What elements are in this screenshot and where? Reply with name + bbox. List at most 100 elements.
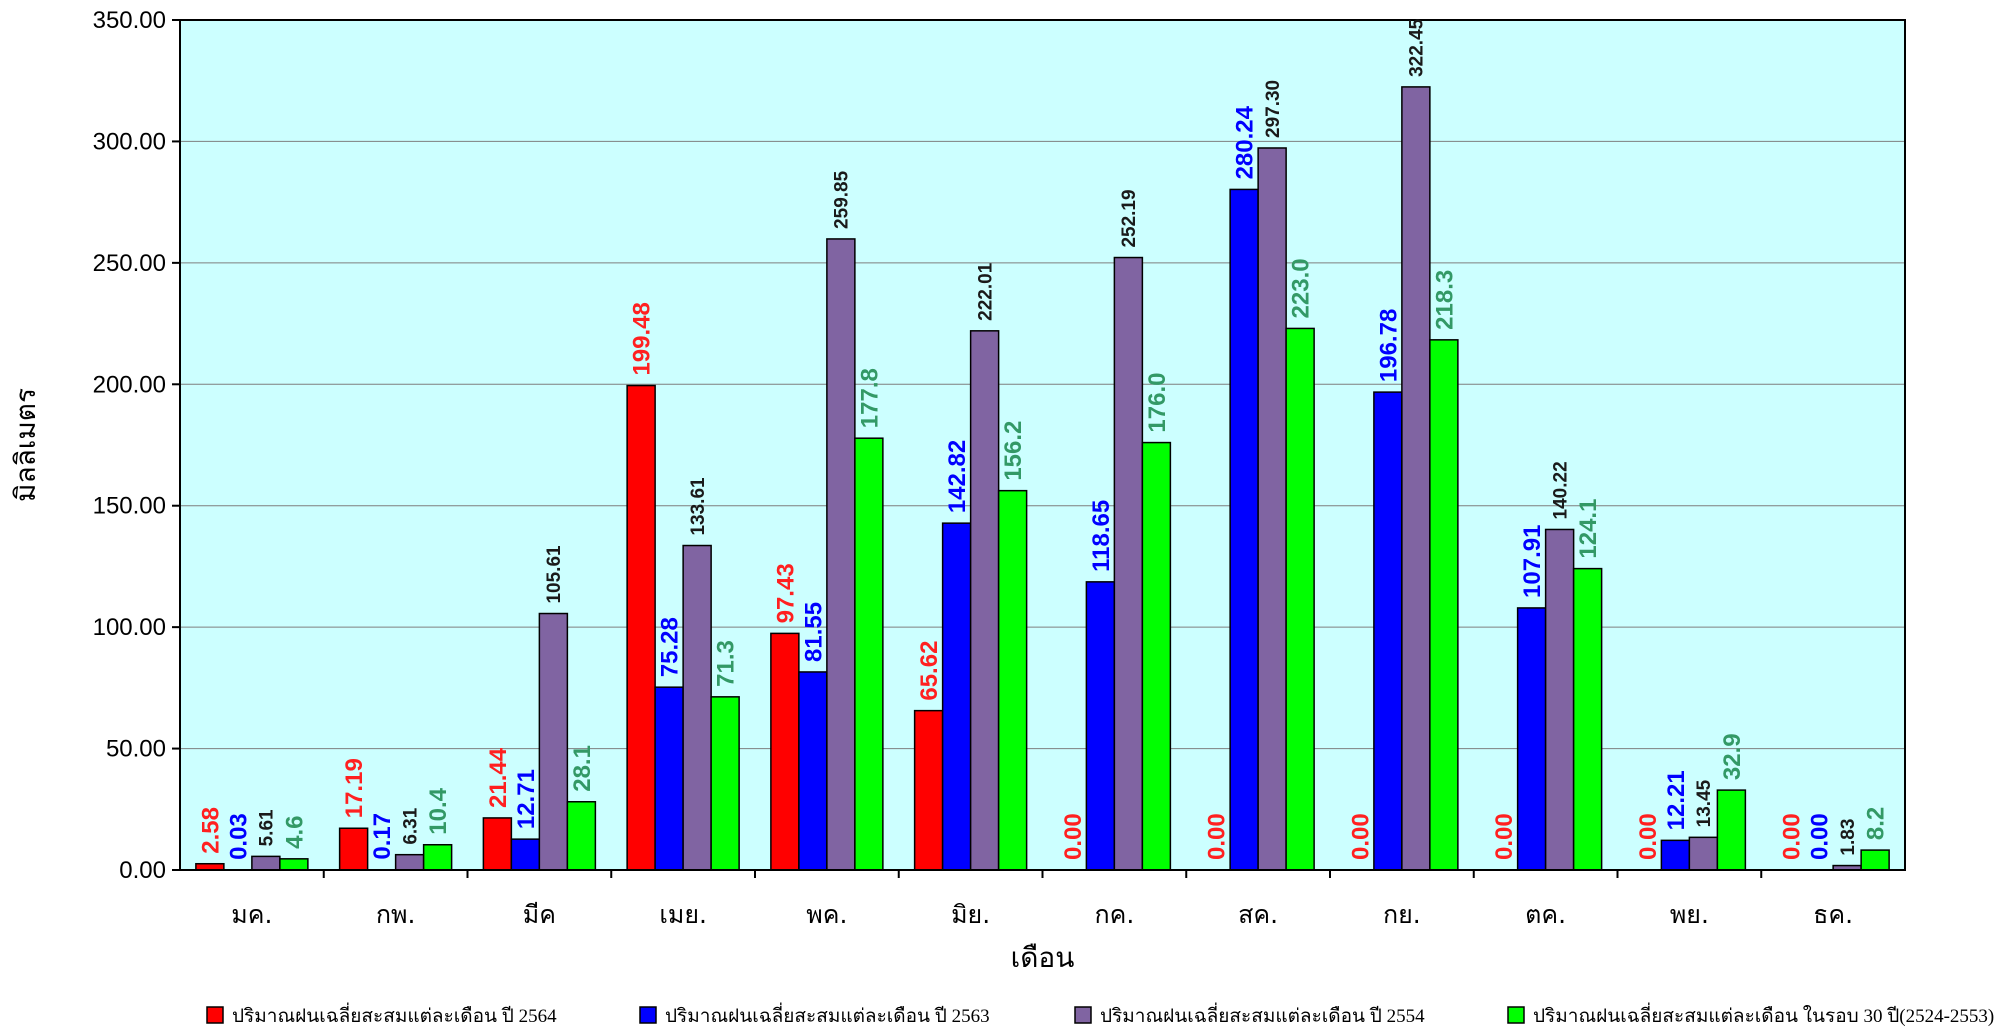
data-label: 71.3 [713,640,740,687]
bar [251,855,281,871]
bar [969,330,1000,871]
bar [482,817,513,871]
data-label: 0.00 [1635,813,1662,860]
data-label: 0.17 [369,813,396,860]
y-tick-label: 250.00 [93,250,166,277]
bar [626,384,656,871]
bar [682,544,712,871]
data-label: 105.61 [544,545,565,604]
bar [1660,839,1691,871]
data-label: 259.85 [832,170,853,229]
data-label: 4.6 [281,815,308,848]
x-category-label: กพ. [376,900,416,929]
bar [1141,441,1172,871]
data-label: 17.19 [341,758,368,818]
data-label: 142.82 [944,440,971,513]
data-label: 97.43 [772,563,799,623]
data-label: 10.4 [425,787,452,834]
data-label: 0.00 [1347,813,1374,860]
data-label: 65.62 [916,641,943,701]
bar [1429,339,1459,871]
data-label: 199.48 [629,302,656,375]
bar [826,238,856,871]
legend-swatch [206,1006,224,1024]
legend-swatch [1507,1006,1525,1024]
x-category-label: กย. [1383,900,1421,929]
bar [1085,581,1116,871]
bar [1285,327,1315,871]
data-label: 0.00 [1060,813,1087,860]
bar [997,489,1028,871]
y-tick-label: 200.00 [93,371,166,398]
x-category-label: เมย. [659,900,707,929]
x-category-label: มิย. [951,900,990,929]
y-tick-label: 350.00 [93,7,166,34]
bar [1516,607,1547,871]
x-category-label: ตค. [1525,900,1566,929]
bar [710,696,740,871]
bar [1373,391,1403,871]
data-label: 81.55 [800,602,827,662]
data-label: 5.61 [257,809,278,846]
data-label: 2.58 [197,807,224,854]
y-tick-label: 100.00 [93,614,166,641]
bar [1544,528,1575,871]
bar [1716,789,1747,871]
data-label: 297.30 [1263,80,1284,138]
legend-label: ปริมาณฝนเฉลี่ยสะสมแต่ละเดือน ปี 2564 [232,1002,557,1027]
data-label: 12.21 [1663,770,1690,830]
x-category-label: มีค [523,900,556,929]
bar [1257,147,1287,871]
legend-label: ปริมาณฝนเฉลี่ยสะสมแต่ละเดือน ปี 2563 [665,1002,990,1027]
y-axis-title: มิลลิเมตร [9,388,42,502]
legend-swatch [1074,1006,1092,1024]
y-axis-ticks: 0.00 50.00 100.00 150.00 200.00 250.00 300.00 3… [93,7,180,884]
data-label: 140.22 [1550,461,1571,519]
data-label: 223.0 [1288,258,1315,318]
data-label: 196.78 [1375,309,1402,382]
bar [422,843,453,871]
data-label: 107.91 [1519,525,1546,598]
x-axis-title: เดือน [1011,941,1075,974]
bar [941,522,972,871]
y-tick-label: 0.00 [119,857,166,884]
legend-swatch [639,1006,657,1024]
data-label: 32.9 [1719,733,1746,780]
plot-area [180,20,1905,870]
data-label: 0.03 [225,813,252,860]
x-category-label: ธค. [1813,900,1853,929]
x-category-label: มค. [231,900,272,929]
y-tick-label: 150.00 [93,493,166,520]
bar [510,838,541,871]
data-label: 0.00 [1491,813,1518,860]
data-label: 218.3 [1431,270,1458,330]
data-label: 28.1 [569,745,596,792]
bar [566,801,597,871]
data-labels: 2.58 0.03 5.61 4.617.190.17 6.31 10.421.44 12.… [197,18,1889,860]
data-label: 6.31 [400,807,421,844]
legend-label: ปริมาณฝนเฉลี่ยสะสมแต่ละเดือน ในรอบ 30 ปี… [1533,1002,1994,1027]
bar [854,437,884,871]
bar [1113,256,1144,871]
x-category-label: พย. [1670,900,1709,929]
bar [770,632,800,871]
bar [1688,836,1719,871]
x-category-label: พค. [806,900,847,929]
bar [538,612,569,871]
y-tick-label: 300.00 [93,128,166,155]
data-label: 124.1 [1575,499,1602,559]
y-tick-label: 50.00 [106,736,166,763]
data-label: 177.8 [856,368,883,428]
x-category-label: กค. [1094,900,1134,929]
data-label: 322.45 [1407,18,1428,77]
data-label: 176.0 [1144,373,1171,433]
bar [1229,188,1259,871]
data-label: 0.00 [1779,813,1806,860]
legend-label: ปริมาณฝนเฉลี่ยสะสมแต่ละเดือน ปี 2554 [1100,1002,1425,1027]
bar [1572,567,1603,871]
data-label: 1.83 [1838,819,1859,856]
bar [654,686,684,871]
bar [1860,849,1890,871]
data-label: 252.19 [1119,189,1140,247]
bar [279,858,309,871]
